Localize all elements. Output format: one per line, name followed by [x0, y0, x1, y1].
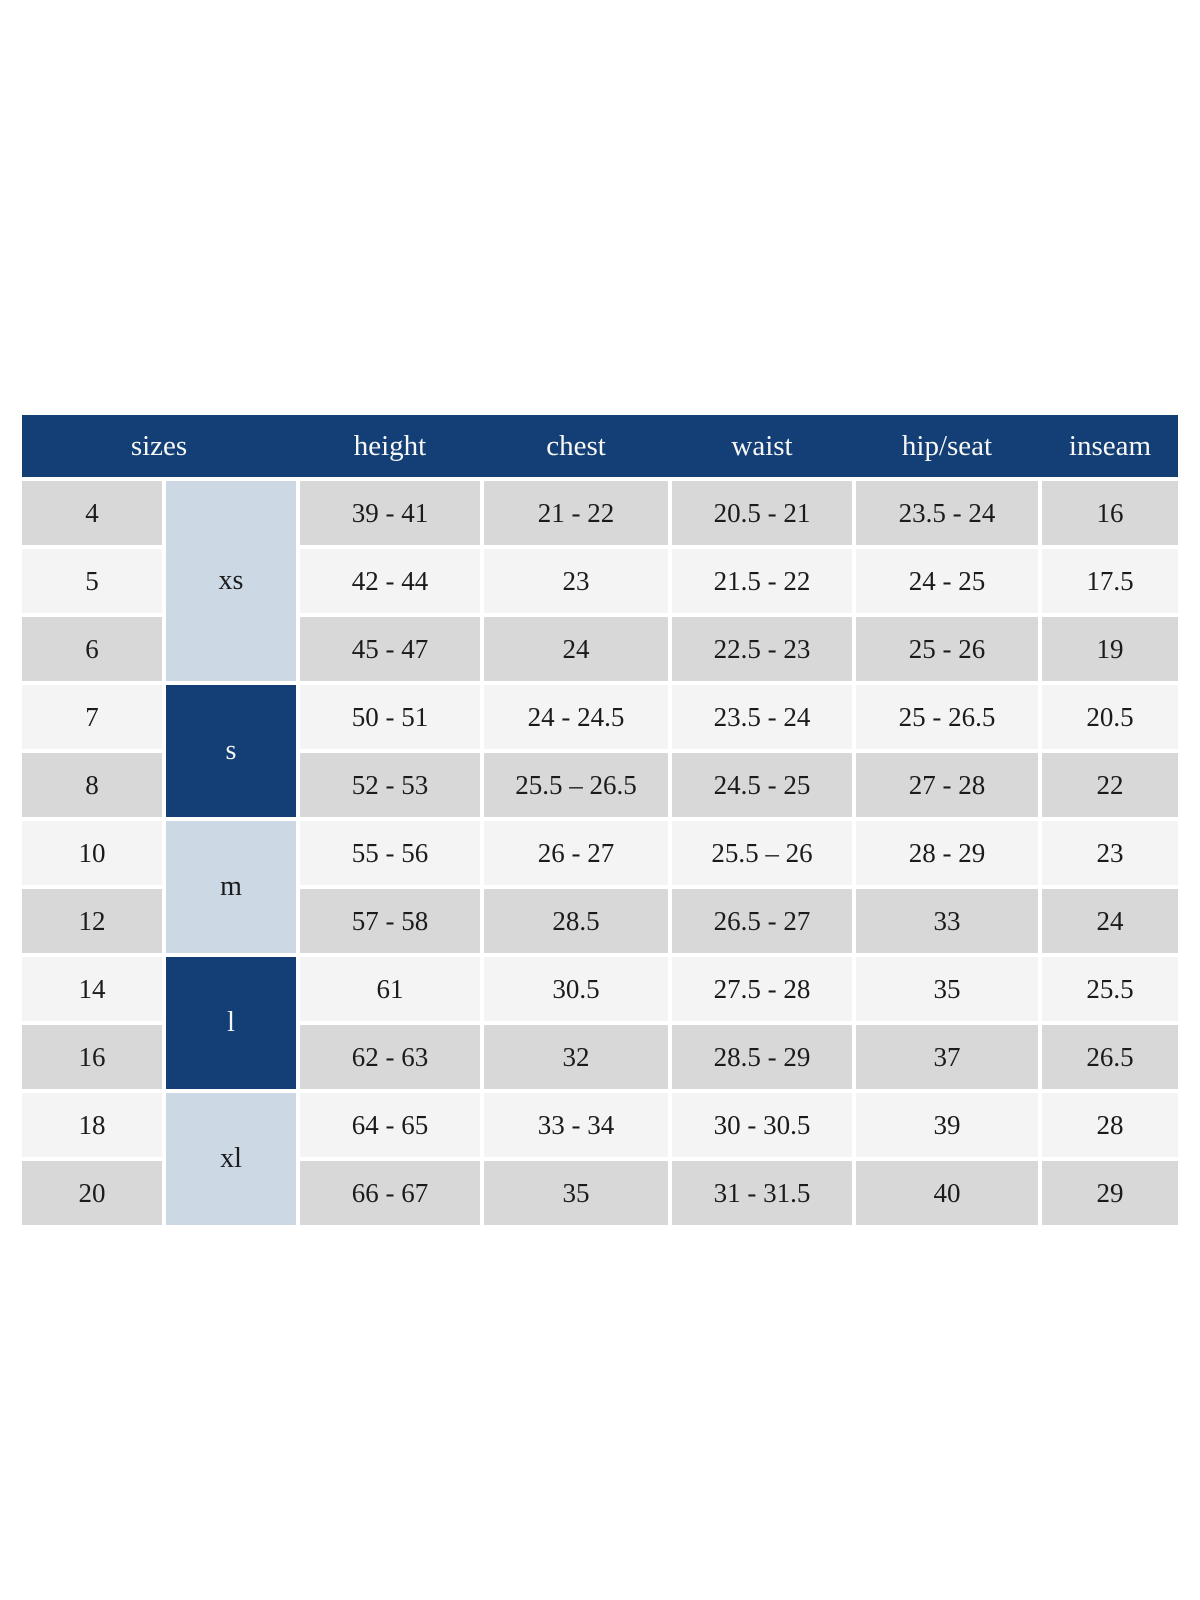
cell-chest: 25.5 – 26.5	[484, 753, 668, 817]
cell-height: 39 - 41	[300, 481, 480, 545]
cell-waist: 28.5 - 29	[672, 1025, 852, 1089]
cell-size: 18	[22, 1093, 162, 1157]
cell-chest: 33 - 34	[484, 1093, 668, 1157]
cell-size: 10	[22, 821, 162, 885]
cell-inseam: 22	[1042, 753, 1178, 817]
cell-chest: 32	[484, 1025, 668, 1089]
cell-hip-seat: 24 - 25	[856, 549, 1038, 613]
cell-chest: 24	[484, 617, 668, 681]
cell-inseam: 20.5	[1042, 685, 1178, 749]
cell-inseam: 19	[1042, 617, 1178, 681]
header-chest: chest	[546, 430, 606, 462]
cell-inseam: 16	[1042, 481, 1178, 545]
cell-size: 4	[22, 481, 162, 545]
cell-hip-seat: 40	[856, 1161, 1038, 1225]
cell-hip-seat: 33	[856, 889, 1038, 953]
cell-waist: 20.5 - 21	[672, 481, 852, 545]
header-sizes: sizes	[130, 430, 188, 462]
size-group-cell-xl: xl	[166, 1093, 296, 1225]
cell-waist: 25.5 – 26	[672, 821, 852, 885]
cell-size: 6	[22, 617, 162, 681]
cell-hip-seat: 37	[856, 1025, 1038, 1089]
cell-height: 57 - 58	[300, 889, 480, 953]
cell-chest: 30.5	[484, 957, 668, 1021]
cell-inseam: 29	[1042, 1161, 1178, 1225]
size-group-cell-l: l	[166, 957, 296, 1089]
header-height: height	[353, 430, 427, 462]
size-chart-header: sizes height chest waist hip/seat inseam	[22, 415, 1178, 477]
cell-hip-seat: 39	[856, 1093, 1038, 1157]
cell-hip-seat: 23.5 - 24	[856, 481, 1038, 545]
cell-waist: 23.5 - 24	[672, 685, 852, 749]
cell-inseam: 17.5	[1042, 549, 1178, 613]
cell-waist: 31 - 31.5	[672, 1161, 852, 1225]
cell-inseam: 24	[1042, 889, 1178, 953]
cell-chest: 23	[484, 549, 668, 613]
cell-size: 14	[22, 957, 162, 1021]
cell-size: 7	[22, 685, 162, 749]
header-inseam: inseam	[1068, 430, 1152, 462]
cell-height: 50 - 51	[300, 685, 480, 749]
size-chart-body: 4 39 - 41 21 - 22 20.5 - 21 23.5 - 24 16 5 42 -…	[22, 481, 1178, 1225]
cell-height: 66 - 67	[300, 1161, 480, 1225]
cell-chest: 21 - 22	[484, 481, 668, 545]
cell-waist: 24.5 - 25	[672, 753, 852, 817]
size-group-cell-m: m	[166, 821, 296, 953]
header-hip-seat: hip/seat	[901, 430, 993, 462]
cell-height: 55 - 56	[300, 821, 480, 885]
cell-hip-seat: 25 - 26.5	[856, 685, 1038, 749]
cell-height: 61	[300, 957, 480, 1021]
cell-chest: 35	[484, 1161, 668, 1225]
cell-size: 8	[22, 753, 162, 817]
cell-waist: 21.5 - 22	[672, 549, 852, 613]
cell-height: 64 - 65	[300, 1093, 480, 1157]
cell-chest: 26 - 27	[484, 821, 668, 885]
cell-waist: 22.5 - 23	[672, 617, 852, 681]
size-chart: sizes height chest waist hip/seat inseam…	[22, 415, 1178, 1225]
cell-hip-seat: 35	[856, 957, 1038, 1021]
cell-height: 52 - 53	[300, 753, 480, 817]
cell-hip-seat: 27 - 28	[856, 753, 1038, 817]
cell-height: 62 - 63	[300, 1025, 480, 1089]
cell-chest: 28.5	[484, 889, 668, 953]
size-group-cell-xs: xs	[166, 481, 296, 681]
cell-size: 16	[22, 1025, 162, 1089]
cell-height: 45 - 47	[300, 617, 480, 681]
cell-size: 12	[22, 889, 162, 953]
cell-size: 5	[22, 549, 162, 613]
cell-size: 20	[22, 1161, 162, 1225]
cell-waist: 26.5 - 27	[672, 889, 852, 953]
cell-waist: 27.5 - 28	[672, 957, 852, 1021]
cell-inseam: 23	[1042, 821, 1178, 885]
cell-height: 42 - 44	[300, 549, 480, 613]
cell-inseam: 26.5	[1042, 1025, 1178, 1089]
header-waist: waist	[731, 430, 793, 462]
cell-chest: 24 - 24.5	[484, 685, 668, 749]
cell-waist: 30 - 30.5	[672, 1093, 852, 1157]
cell-hip-seat: 25 - 26	[856, 617, 1038, 681]
cell-inseam: 28	[1042, 1093, 1178, 1157]
cell-hip-seat: 28 - 29	[856, 821, 1038, 885]
size-group-cell-s: s	[166, 685, 296, 817]
cell-inseam: 25.5	[1042, 957, 1178, 1021]
